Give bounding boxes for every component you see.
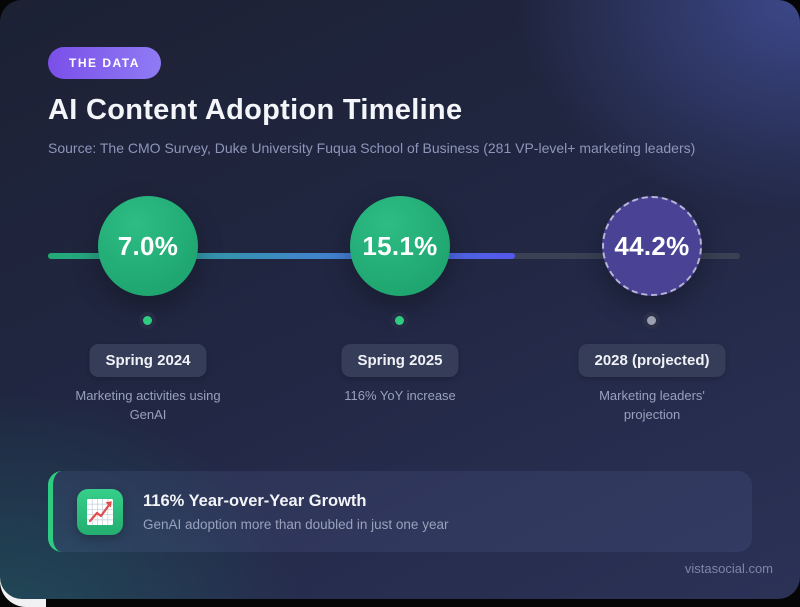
callout-title: 116% Year-over-Year Growth	[143, 491, 367, 510]
milestone-circle-spring-2025: 15.1%	[350, 196, 450, 296]
page-title: AI Content Adoption Timeline	[48, 94, 463, 126]
timeline-dot-2028	[643, 312, 660, 329]
milestone-value: 7.0%	[117, 230, 179, 261]
watermark: vistasocial.com	[684, 561, 773, 576]
timeline-dot-2024	[139, 312, 156, 329]
milestone-description-2028: Marketing leaders' projection	[599, 388, 705, 422]
timeline-progress	[48, 253, 515, 259]
milestone-circle-2028-projected: 44.2%	[602, 196, 702, 296]
chart-increasing-icon	[77, 488, 123, 535]
milestone-label-2025: Spring 2025	[341, 344, 459, 377]
timeline-dot-2025	[391, 312, 408, 329]
source-citation: Source: The CMO Survey, Duke University …	[48, 140, 696, 156]
milestone-label-2028: 2028 (projected)	[578, 344, 726, 377]
section-badge: THE DATA	[48, 47, 161, 79]
milestone-circle-spring-2024: 7.0%	[98, 196, 198, 296]
milestone-description-2025: 116% YoY increase	[344, 388, 456, 403]
milestone-value: 15.1%	[362, 230, 438, 261]
milestone-label-2024: Spring 2024	[89, 344, 207, 377]
milestone-value: 44.2%	[614, 230, 690, 261]
callout-text: 116% Year-over-Year Growth GenAI adoptio…	[143, 492, 448, 532]
growth-callout: 116% Year-over-Year Growth GenAI adoptio…	[48, 471, 752, 552]
milestone-description-2024: Marketing activities using GenAI	[75, 388, 221, 422]
callout-subtitle: GenAI adoption more than doubled in just…	[143, 516, 449, 532]
